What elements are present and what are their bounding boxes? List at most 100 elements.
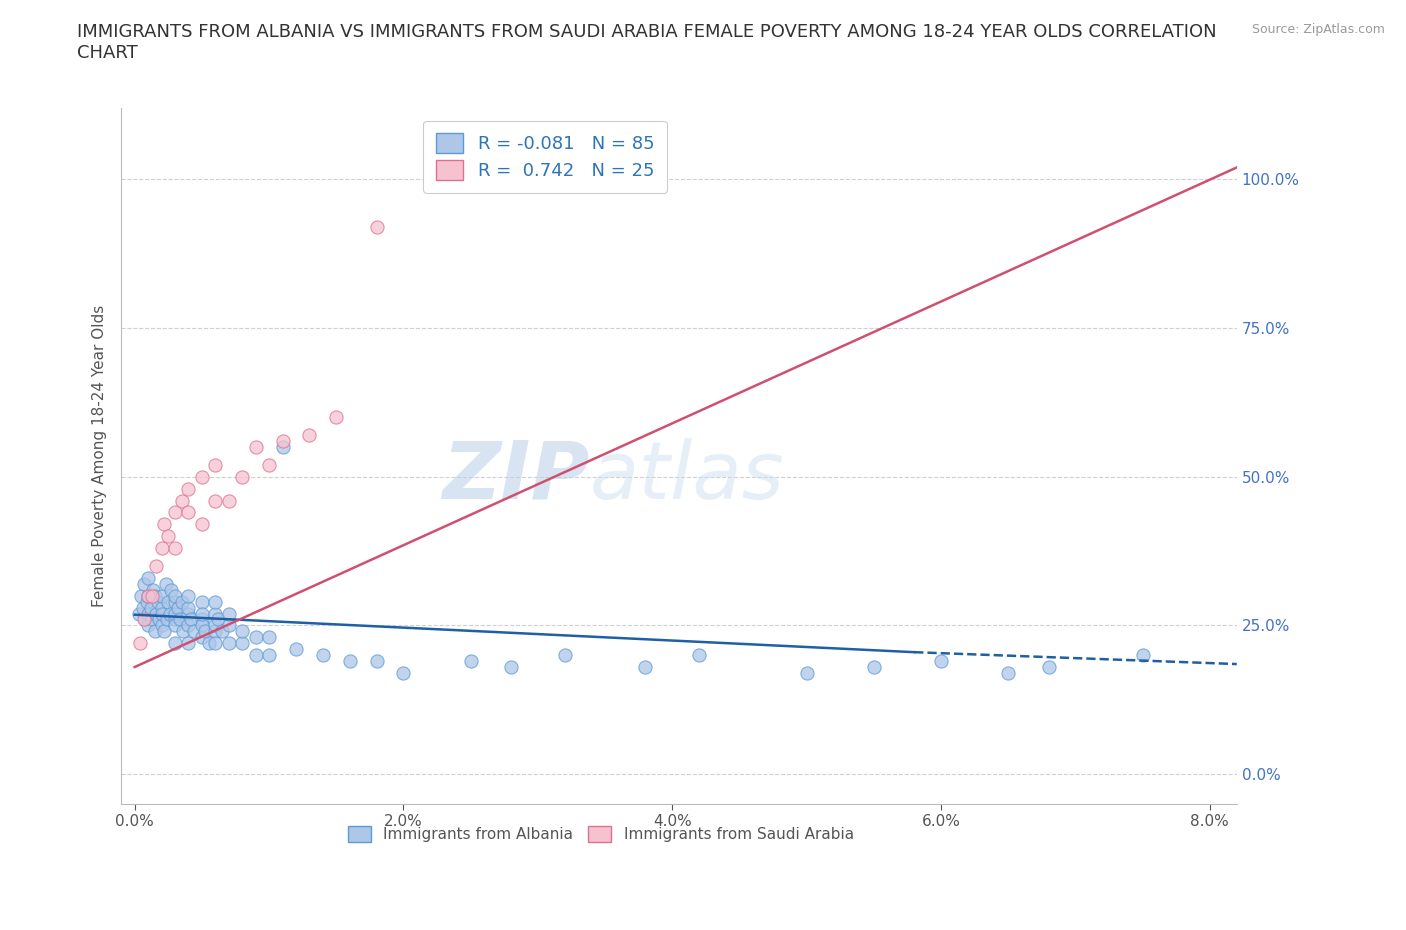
Point: [155, 577, 177, 591]
Point: [153, 517, 176, 532]
Point: [163, 540, 186, 555]
Point: [160, 582, 183, 597]
Point: [499, 659, 522, 674]
Point: [997, 666, 1019, 681]
Point: [166, 600, 188, 615]
Point: [688, 647, 710, 662]
Point: [257, 458, 280, 472]
Point: [204, 458, 226, 472]
Text: Source: ZipAtlas.com: Source: ZipAtlas.com: [1251, 23, 1385, 36]
Point: [796, 666, 818, 681]
Point: [132, 600, 155, 615]
Point: [191, 517, 214, 532]
Point: [153, 624, 176, 639]
Point: [134, 612, 156, 627]
Text: IMMIGRANTS FROM ALBANIA VS IMMIGRANTS FROM SAUDI ARABIA FEMALE POVERTY AMONG 18-: IMMIGRANTS FROM ALBANIA VS IMMIGRANTS FR…: [77, 23, 1218, 62]
Point: [163, 606, 186, 621]
Point: [366, 654, 388, 669]
Point: [460, 654, 482, 669]
Point: [177, 589, 200, 604]
Point: [150, 606, 173, 621]
Point: [132, 577, 155, 591]
Point: [136, 589, 159, 604]
Point: [129, 636, 152, 651]
Point: [136, 618, 159, 632]
Point: [204, 606, 226, 621]
Point: [392, 666, 415, 681]
Point: [634, 659, 657, 674]
Point: [136, 570, 159, 585]
Point: [191, 470, 214, 485]
Point: [141, 612, 163, 627]
Text: atlas: atlas: [589, 438, 785, 516]
Point: [284, 642, 307, 657]
Point: [218, 618, 240, 632]
Point: [245, 647, 267, 662]
Point: [554, 647, 576, 662]
Point: [1038, 659, 1060, 674]
Point: [143, 624, 166, 639]
Point: [271, 433, 294, 448]
Point: [148, 612, 170, 627]
Point: [177, 505, 200, 520]
Point: [163, 636, 186, 651]
Point: [163, 589, 186, 604]
Point: [257, 647, 280, 662]
Point: [271, 440, 294, 455]
Point: [204, 636, 226, 651]
Point: [204, 594, 226, 609]
Point: [257, 630, 280, 644]
Point: [145, 606, 167, 621]
Point: [150, 540, 173, 555]
Point: [163, 618, 186, 632]
Point: [139, 600, 162, 615]
Point: [169, 612, 191, 627]
Point: [211, 624, 233, 639]
Point: [157, 529, 180, 544]
Point: [132, 612, 155, 627]
Point: [191, 618, 214, 632]
Point: [312, 647, 335, 662]
Point: [207, 612, 229, 627]
Point: [218, 606, 240, 621]
Point: [204, 624, 226, 639]
Point: [163, 612, 186, 627]
Point: [180, 612, 202, 627]
Point: [177, 618, 200, 632]
Point: [191, 606, 214, 621]
Point: [128, 606, 150, 621]
Point: [163, 505, 186, 520]
Point: [143, 589, 166, 604]
Legend: Immigrants from Albania, Immigrants from Saudi Arabia: Immigrants from Albania, Immigrants from…: [342, 820, 860, 848]
Text: ZIP: ZIP: [443, 438, 589, 516]
Point: [150, 618, 173, 632]
Point: [298, 428, 321, 443]
Point: [170, 594, 193, 609]
Point: [177, 481, 200, 496]
Point: [193, 624, 215, 639]
Point: [231, 636, 253, 651]
Point: [136, 606, 159, 621]
Point: [245, 440, 267, 455]
Point: [339, 654, 361, 669]
Point: [150, 600, 173, 615]
Point: [218, 636, 240, 651]
Point: [145, 559, 167, 574]
Point: [177, 600, 200, 615]
Point: [163, 594, 186, 609]
Point: [231, 470, 253, 485]
Point: [218, 493, 240, 508]
Point: [197, 636, 219, 651]
Point: [170, 493, 193, 508]
Point: [146, 594, 169, 609]
Point: [245, 630, 267, 644]
Point: [204, 493, 226, 508]
Point: [325, 410, 347, 425]
Point: [929, 654, 952, 669]
Point: [156, 612, 179, 627]
Point: [142, 582, 165, 597]
Point: [159, 606, 181, 621]
Point: [172, 624, 194, 639]
Point: [177, 636, 200, 651]
Y-axis label: Female Poverty Among 18-24 Year Olds: Female Poverty Among 18-24 Year Olds: [93, 305, 107, 607]
